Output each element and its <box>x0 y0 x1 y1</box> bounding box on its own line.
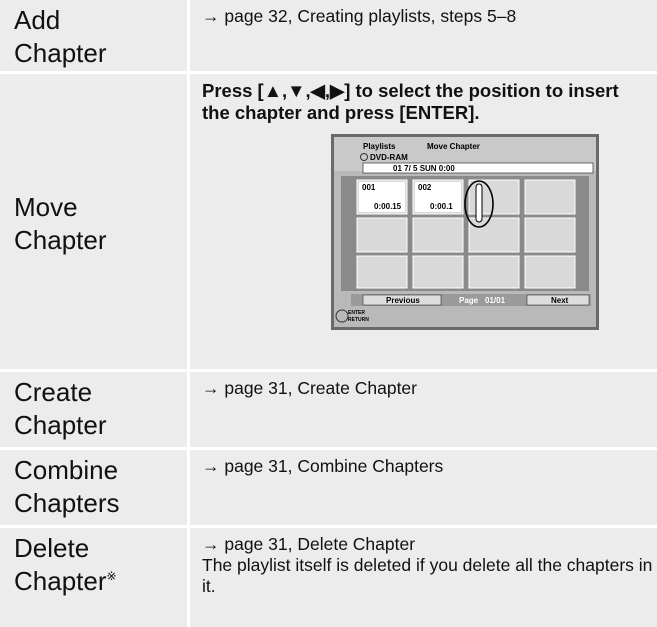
table-row: Combine Chapters → page 31, Combine Chap… <box>0 450 657 528</box>
thumb-number: 002 <box>418 183 432 192</box>
screen-hint: RETURN <box>348 317 369 323</box>
thumb-time: 0:00.15 <box>374 202 402 211</box>
screen-title: Playlists <box>363 142 396 151</box>
label-text: Combine Chapters <box>14 455 120 518</box>
thumb-number: 001 <box>362 183 376 192</box>
row-text: Press [▲,▼,◀,▶] to select the position t… <box>190 74 657 369</box>
row-label: Create Chapter <box>0 372 190 447</box>
screen-button: Previous <box>386 296 420 305</box>
row-label: Add Chapter <box>0 0 190 71</box>
table-row: Delete Chapter※ → page 31, Delete Chapte… <box>0 528 657 627</box>
row-text: → page 31, Combine Chapters <box>202 456 444 476</box>
row-text: → page 32, Creating playlists, steps 5–8 <box>202 6 517 26</box>
row-text: → page 31, Create Chapter <box>202 378 417 398</box>
label-text: Add Chapter <box>14 5 107 68</box>
screen-mode: Move Chapter <box>427 142 480 151</box>
screen-hint: ENTER <box>348 310 365 316</box>
page-label: Page <box>459 296 479 305</box>
page-number: 01/01 <box>485 296 506 305</box>
table-row: Create Chapter → page 31, Create Chapter <box>0 372 657 450</box>
row-label: Move Chapter <box>0 74 190 369</box>
label-text: Create Chapter <box>14 377 107 440</box>
screen: Playlists Move Chapter DVD-RAM 01 7/ 5 S… <box>331 134 599 330</box>
screen-button: Next <box>551 296 569 305</box>
table-row: Add Chapter → page 32, Creating playlist… <box>0 0 657 74</box>
reference: → page 31, Delete Chapter <box>202 534 416 554</box>
note: The playlist itself is deleted if you de… <box>202 555 653 596</box>
row-label: Combine Chapters <box>0 450 190 525</box>
note-mark: ※ <box>106 569 117 583</box>
label-text: Move Chapter <box>14 191 107 255</box>
screen-disc: DVD-RAM <box>370 153 408 162</box>
table-row: Move Chapter Press [▲,▼,◀,▶] to select t… <box>0 74 657 372</box>
instruction: Press [▲,▼,◀,▶] to select the position t… <box>202 80 619 123</box>
row-label: Delete Chapter※ <box>0 528 190 627</box>
label-text: Delete Chapter <box>14 533 107 596</box>
thumb-time: 0:00.1 <box>430 202 453 211</box>
row-text: → page 31, Delete Chapter The playlist i… <box>190 528 657 627</box>
screen-info: 01 7/ 5 SUN 0:00 <box>393 164 455 173</box>
